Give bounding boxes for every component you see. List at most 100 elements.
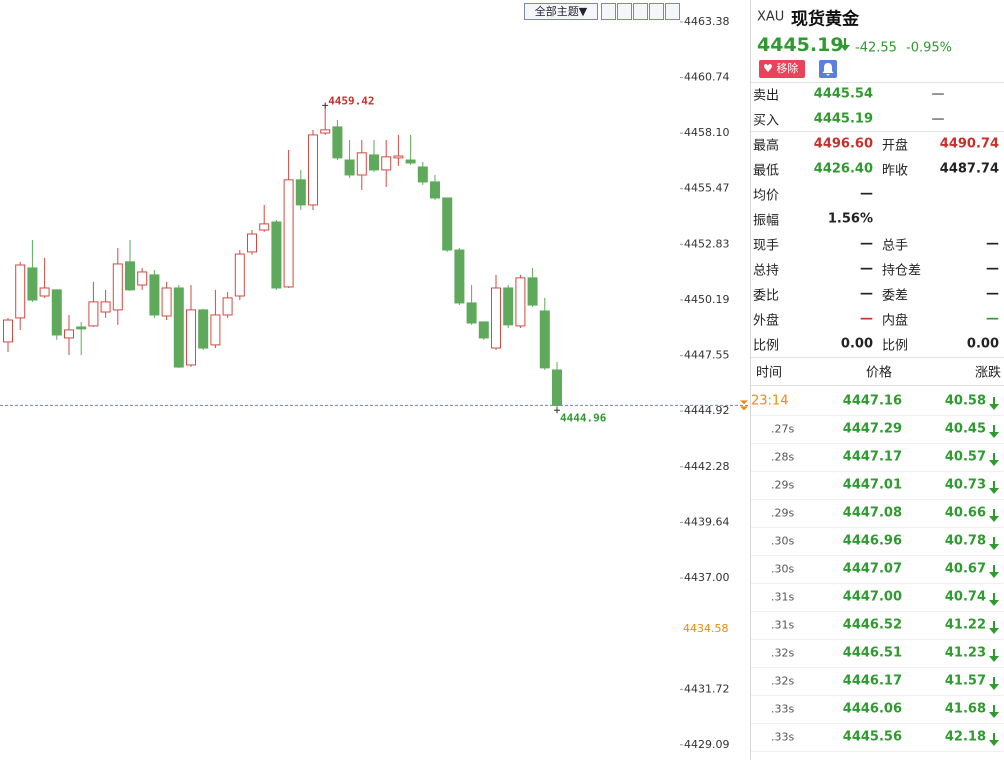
trade-change: 40.78 — [944, 533, 986, 549]
row-label: 最低 — [753, 163, 780, 179]
row-label: 持仓差 — [882, 263, 922, 279]
row-label: 均价 — [753, 188, 780, 204]
tool-icon[interactable] — [649, 3, 664, 20]
trade-price: 4446.17 — [842, 673, 902, 689]
trade-price: 4446.96 — [842, 533, 902, 549]
high-label: 4459.42 — [328, 94, 374, 107]
trade-time: .33s — [771, 702, 795, 716]
candle-body — [466, 302, 477, 324]
remove-button[interactable]: ♥ 移除 — [759, 60, 805, 78]
row-value: — — [860, 236, 873, 252]
trade-change: 41.22 — [944, 617, 986, 633]
row-value: — — [986, 261, 999, 277]
y-tick-label: 4439.64 — [684, 515, 730, 528]
candle-body — [39, 287, 50, 297]
down-arrow — [840, 38, 850, 51]
down-arrow — [989, 481, 999, 494]
arrow-shape — [989, 481, 999, 494]
candle-body — [454, 249, 465, 304]
candle-body — [234, 253, 245, 297]
price-change: -42.55 — [855, 40, 897, 56]
trade-change: 42.18 — [944, 729, 986, 745]
row-separator — [751, 611, 1004, 612]
candle-body — [173, 287, 184, 368]
candle-body — [210, 314, 221, 346]
separator — [751, 131, 1004, 132]
alert-button[interactable] — [819, 60, 837, 78]
theme-button[interactable]: 全部主题▼ — [524, 3, 598, 20]
arrow-shape — [989, 425, 999, 438]
candle-body — [283, 179, 294, 288]
candle-body — [137, 271, 148, 286]
separator — [751, 357, 1004, 358]
row-separator — [751, 415, 1004, 416]
row-label: 内盘 — [882, 313, 909, 329]
arrow-shape — [989, 621, 999, 634]
row-value: 0.00 — [840, 336, 873, 352]
trade-time: .31s — [771, 590, 795, 604]
candle-body — [125, 261, 135, 291]
last-price: 4445.19 — [757, 34, 844, 56]
candle-body — [539, 310, 550, 369]
trade-time: .30s — [771, 534, 795, 548]
trade-price: 4447.16 — [842, 393, 902, 409]
trade-change: 40.66 — [944, 505, 986, 521]
row-value: — — [860, 186, 873, 202]
y-tick-label: 4452.83 — [684, 237, 730, 250]
row-value: — — [860, 286, 873, 302]
row-value: — — [986, 286, 999, 302]
row-label: 比例 — [882, 338, 909, 354]
tool-icon[interactable] — [617, 3, 632, 20]
y-tick-label: 4444.92 — [684, 404, 730, 417]
row-label: 总手 — [882, 238, 909, 254]
row-separator — [751, 667, 1004, 668]
candle-body — [222, 297, 233, 316]
candle-body — [88, 301, 99, 327]
row-label: 委差 — [882, 288, 909, 304]
tool-icon[interactable] — [601, 3, 616, 20]
tool-icon[interactable] — [633, 3, 648, 20]
candle-body — [64, 329, 74, 339]
row-separator — [751, 555, 1004, 556]
trade-time: .30s — [771, 562, 795, 576]
arrow-shape — [989, 397, 999, 410]
trade-price: 4447.07 — [842, 561, 902, 577]
candle-body — [259, 223, 270, 231]
trade-time: .32s — [771, 674, 795, 688]
row-label: 开盘 — [882, 138, 909, 154]
candle-body — [515, 277, 526, 327]
row-separator — [751, 695, 1004, 696]
row-label: 买入 — [753, 113, 780, 129]
tool-icon[interactable] — [665, 3, 680, 20]
candle-body — [417, 166, 428, 183]
candle-body — [320, 129, 331, 134]
row-value: — — [986, 311, 999, 327]
trade-price: 4445.56 — [842, 729, 902, 745]
candle-body — [15, 264, 26, 319]
row-separator — [751, 527, 1004, 528]
candle-body — [405, 159, 416, 164]
trade-change: 41.57 — [944, 673, 986, 689]
candle-body — [308, 134, 318, 206]
candle-body — [369, 154, 379, 171]
y-tick-label: 4455.47 — [684, 182, 730, 195]
candle-body — [442, 197, 453, 251]
row-value: 4487.74 — [939, 161, 999, 177]
row-value: — — [986, 236, 999, 252]
trade-time: .32s — [771, 646, 795, 660]
row-value: 4490.74 — [939, 136, 999, 152]
candle-body — [356, 152, 367, 176]
trade-price: 4446.52 — [842, 617, 902, 633]
down-arrow — [989, 453, 999, 466]
trade-price: 4447.00 — [842, 589, 902, 605]
row-value: 4445.54 — [813, 86, 873, 102]
row-extra: — — [931, 111, 945, 127]
arrow-shape — [989, 649, 999, 662]
candle-body — [344, 159, 355, 176]
candle-body — [149, 274, 160, 316]
arrow-shape — [989, 733, 999, 746]
trade-change: 41.68 — [944, 701, 986, 717]
candle-body — [3, 319, 13, 343]
trade-price: 4447.17 — [842, 449, 902, 465]
